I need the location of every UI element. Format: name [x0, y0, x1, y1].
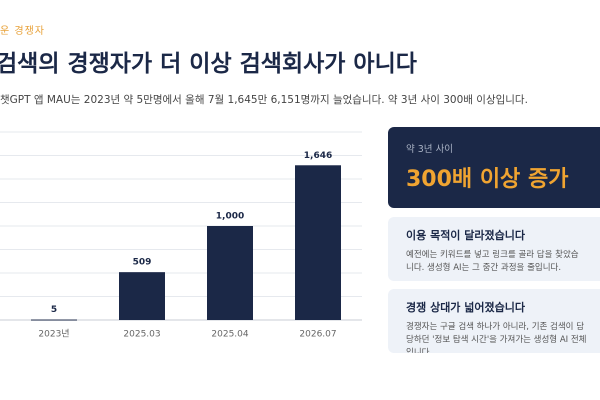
value-label: 5 [51, 305, 57, 315]
card-text: 예전에는 키워드를 넣고 링크를 골라 답을 찾았습 [406, 250, 579, 260]
highlight-card: 약 3년 사이 300배 이상 증가 [388, 127, 600, 208]
kicker: 운 경쟁자 [0, 26, 45, 37]
value-label: 1,646 [304, 151, 332, 161]
x-tick-label: 2025.04 [211, 330, 248, 340]
chart: 2023년 5 2025.03 509 2025.04 1,000 2026.07 1,646 [0, 131, 362, 340]
subtitle: 챗GPT 앱 MAU는 2023년 약 5만명에서 올해 7월 1,645만 6… [0, 94, 528, 106]
card-title: 경쟁 상대가 넓어졌습니다 [406, 301, 525, 314]
title: 검색의 경쟁자가 더 이상 검색회사가 아니다 [0, 51, 417, 77]
value-label: 509 [133, 258, 152, 268]
card-text: 니다. 생성형 AI는 그 중간 과정을 줄입니다. [406, 263, 562, 273]
card-label: 약 3년 사이 [406, 144, 454, 155]
bar [119, 272, 165, 320]
card-title: 이용 목적이 달라졌습니다 [406, 229, 525, 242]
x-tick-label: 2026.07 [299, 330, 336, 340]
card-headline: 300배 이상 증가 [406, 167, 569, 192]
card-text: 입니다. [406, 348, 433, 353]
x-tick-label: 2025.03 [123, 330, 160, 340]
bar [207, 226, 253, 320]
x-tick-label: 2023년 [38, 329, 69, 340]
value-label: 1,000 [216, 212, 244, 222]
bar [31, 319, 77, 321]
bar [295, 165, 341, 320]
card-text: 당하던 '정보 탐색 시간'을 가져가는 생성형 AI 전체 [406, 335, 587, 345]
card-text: 경쟁자는 구글 검색 하나가 아니라, 기존 검색이 담 [406, 322, 585, 332]
